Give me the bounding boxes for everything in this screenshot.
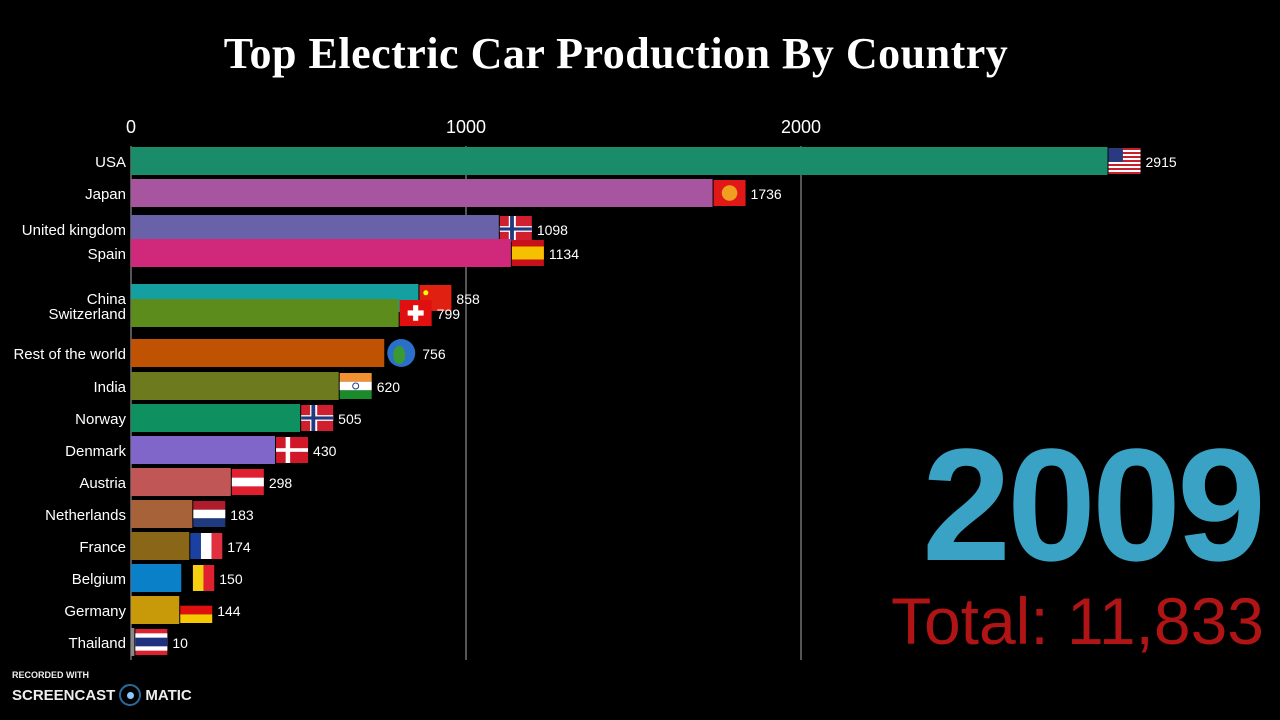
bar: [131, 239, 511, 267]
value-label: 183: [230, 507, 254, 523]
value-label: 1098: [537, 222, 568, 238]
bar: [131, 468, 231, 496]
category-label: USA: [95, 154, 126, 171]
flag-icon-at: [231, 469, 264, 495]
bar-group: Rest of the world 756: [13, 339, 446, 367]
screencast-watermark: RECORDED WITH SCREENCAST MATIC: [12, 670, 192, 706]
flag-icon-es: [511, 240, 544, 266]
flag-icon-be: [182, 565, 215, 591]
category-label: Thailand: [68, 635, 126, 652]
flag-icon-de: [180, 597, 213, 623]
bar-group: France 174: [79, 532, 251, 560]
watermark-right: MATIC: [145, 686, 192, 704]
category-label: Belgium: [72, 571, 126, 588]
category-label: Rest of the world: [13, 346, 126, 363]
category-label: Spain: [88, 246, 126, 263]
value-label: 2915: [1146, 154, 1177, 170]
bar-group: United kingdom 1098: [22, 215, 568, 243]
bar: [131, 564, 182, 592]
value-label: 10: [172, 635, 188, 651]
bar: [131, 372, 339, 400]
category-label: China: [87, 291, 127, 308]
bar-group: Switzerland 799: [48, 299, 460, 327]
bar: [131, 532, 190, 560]
bar-group: Netherlands 183: [45, 500, 254, 528]
x-tick-label: 1000: [446, 117, 486, 137]
bar-group: Japan 1736: [85, 179, 782, 207]
bar: [131, 299, 399, 327]
value-label: 1736: [751, 186, 782, 202]
flag-icon-fr: [190, 533, 223, 559]
category-label: Germany: [64, 603, 126, 620]
value-label: 174: [227, 539, 251, 555]
total-label: Total: 11,833: [890, 584, 1264, 658]
value-label: 150: [219, 571, 243, 587]
bar: [131, 179, 713, 207]
category-label: United kingdom: [22, 222, 126, 239]
bar-group: Denmark 430: [65, 436, 337, 464]
category-label: Japan: [85, 186, 126, 203]
flag-icon-us: [1108, 148, 1141, 174]
x-tick-label: 0: [126, 117, 136, 137]
year-label: 2009: [922, 415, 1266, 594]
value-label: 756: [422, 346, 446, 362]
category-label: Denmark: [65, 443, 126, 460]
bar: [131, 628, 135, 656]
category-label: Austria: [79, 475, 126, 492]
bar-group: Belgium 150: [72, 564, 243, 592]
flag-icon-dk: [276, 437, 309, 463]
value-label: 620: [377, 379, 401, 395]
bar: [131, 500, 193, 528]
flag-icon-jp: [713, 180, 746, 206]
bar: [131, 404, 301, 432]
value-label: 505: [338, 411, 362, 427]
value-label: 1134: [549, 246, 579, 262]
bar: [131, 147, 1108, 175]
category-label: Netherlands: [45, 507, 126, 524]
bar: [131, 596, 180, 624]
value-label: 298: [269, 475, 293, 491]
flag-icon-in: [339, 373, 372, 399]
value-label: 858: [456, 291, 480, 307]
x-tick-label: 2000: [781, 117, 821, 137]
bar-group: Norway 505: [75, 404, 362, 432]
bar-group: USA 2915: [95, 147, 1177, 175]
value-label: 144: [217, 603, 241, 619]
flag-icon-th: [135, 629, 168, 655]
value-label: 799: [437, 306, 461, 322]
bar-group: Austria 298: [79, 468, 292, 496]
watermark-left: SCREENCAST: [12, 686, 116, 704]
flag-icon-ch: [399, 300, 432, 326]
bar: [131, 339, 385, 367]
bar-group: Spain 1134: [88, 239, 579, 267]
flag-icon-nl: [193, 501, 226, 527]
flag-icon-no: [301, 405, 334, 431]
category-label: Switzerland: [48, 306, 126, 323]
value-label: 430: [313, 443, 337, 459]
bar-group: Thailand 10: [68, 628, 188, 656]
chart-title: Top Electric Car Production By Country: [223, 29, 1009, 78]
category-label: Norway: [75, 411, 126, 428]
flag-icon-world: [387, 339, 416, 367]
bar: [131, 436, 276, 464]
category-label: India: [93, 379, 126, 396]
bar-group: India 620: [93, 372, 400, 400]
bar-group: Germany 144: [64, 596, 241, 624]
category-label: France: [79, 539, 126, 556]
bar: [131, 215, 499, 243]
flag-icon-no: [499, 216, 532, 242]
record-icon: [119, 684, 142, 706]
watermark-line1: RECORDED WITH: [12, 670, 89, 680]
